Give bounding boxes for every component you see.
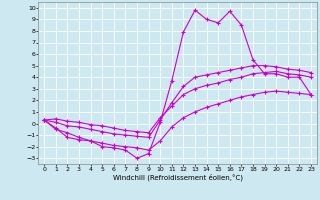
X-axis label: Windchill (Refroidissement éolien,°C): Windchill (Refroidissement éolien,°C) xyxy=(113,173,243,181)
